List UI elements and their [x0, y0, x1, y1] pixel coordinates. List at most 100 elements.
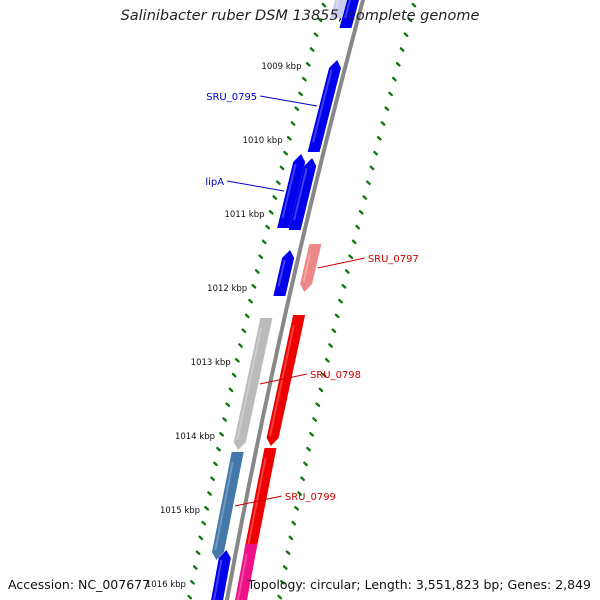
outer-tick — [277, 594, 283, 600]
inner-tick — [195, 550, 201, 555]
gene-arrow[interactable] — [288, 158, 317, 230]
gene-arrow-highlight — [334, 0, 340, 9]
outer-tick — [285, 550, 291, 555]
outer-tick — [411, 2, 417, 8]
inner-tick — [305, 62, 311, 67]
outer-tick — [351, 239, 357, 245]
outer-tick — [324, 358, 330, 363]
gene-arrow[interactable] — [207, 550, 231, 600]
inner-tick — [317, 17, 323, 23]
gene-arrow[interactable] — [330, 0, 350, 18]
kbp-label: 1010 kbp — [243, 136, 283, 146]
outer-tick — [312, 417, 318, 422]
gene-label-leader — [234, 495, 282, 507]
inner-tick — [275, 180, 281, 186]
outer-tick — [288, 535, 294, 541]
inner-tick — [210, 476, 215, 481]
outer-tick — [309, 432, 314, 437]
inner-tick — [309, 47, 315, 52]
kbp-label: 1016 kbp — [146, 580, 186, 590]
inner-tick — [313, 32, 319, 37]
outer-tick — [334, 313, 340, 319]
inner-tick — [213, 461, 218, 467]
inner-tick — [265, 224, 271, 230]
inner-tick — [286, 135, 292, 141]
gene-arrow[interactable] — [266, 315, 306, 446]
outer-tick — [291, 520, 297, 526]
inner-tick — [279, 165, 285, 171]
outer-tick — [369, 165, 375, 171]
inner-tick — [204, 506, 210, 511]
outer-tick — [373, 150, 379, 156]
gene-arrow-highlight — [312, 69, 333, 143]
outer-tick — [380, 121, 386, 126]
inner-tick — [187, 594, 193, 600]
gene-label-sru-0795[interactable]: SRU_0795 — [206, 92, 257, 103]
inner-tick — [251, 284, 257, 289]
gene-arrow[interactable] — [244, 448, 277, 558]
gene-arrow-highlight — [269, 324, 295, 437]
inner-tick — [244, 313, 250, 319]
outer-tick — [348, 254, 354, 259]
gene-label-sru-0797[interactable]: SRU_0797 — [368, 254, 419, 265]
outer-tick — [328, 343, 333, 348]
outer-tick — [362, 195, 368, 200]
gene-arrow[interactable] — [212, 452, 244, 560]
inner-tick — [238, 343, 243, 348]
map-title: Salinibacter ruber DSM 13855, complete g… — [120, 8, 480, 24]
gene-arrow[interactable] — [300, 244, 322, 292]
gene-arrow[interactable] — [277, 154, 306, 228]
gene-arrow[interactable] — [307, 60, 341, 152]
outer-tick — [282, 565, 288, 570]
inner-tick — [241, 328, 247, 333]
inner-tick — [216, 446, 221, 452]
inner-tick — [321, 2, 327, 8]
inner-tick — [228, 387, 234, 393]
inner-tick — [301, 76, 307, 82]
outer-tick — [300, 476, 305, 481]
gene-arrow-highlight — [281, 163, 297, 219]
gene-arrow[interactable] — [233, 544, 258, 600]
inner-tick — [290, 121, 296, 126]
inner-tick — [268, 209, 274, 215]
outer-tick — [365, 180, 371, 186]
gene-arrow-highlight — [293, 167, 308, 221]
inner-tick — [258, 254, 264, 259]
outer-tick — [294, 506, 300, 511]
outer-tick — [384, 106, 390, 112]
outer-tick — [303, 461, 308, 467]
outer-tick — [388, 91, 393, 97]
outer-tick — [315, 402, 321, 407]
outer-tick — [338, 298, 343, 304]
outer-tick — [376, 135, 382, 141]
gene-label-leader — [259, 373, 308, 385]
inner-tick — [294, 106, 300, 112]
inner-tick — [272, 195, 278, 200]
outer-tick — [358, 209, 364, 215]
outer-tick — [395, 62, 401, 67]
inner-tick — [190, 580, 195, 585]
outer-tick — [399, 47, 405, 52]
outer-tick — [331, 328, 337, 333]
gene-arrow[interactable] — [339, 0, 363, 28]
gene-arrow-highlight — [237, 553, 248, 600]
kbp-label: 1014 kbp — [175, 432, 215, 442]
gene-arrow[interactable] — [233, 318, 273, 450]
outer-tick — [321, 372, 327, 378]
gene-arrow-highlight — [344, 0, 352, 19]
gene-arrow[interactable] — [273, 250, 295, 296]
inner-tick — [234, 358, 240, 363]
inner-tick — [207, 491, 212, 496]
gene-label-sru-0798[interactable]: SRU_0798 — [310, 370, 361, 381]
outer-tick — [355, 224, 361, 230]
inner-tick — [198, 535, 204, 541]
kbp-label: 1012 kbp — [207, 284, 247, 294]
inner-tick — [261, 239, 267, 245]
gene-label-lipa[interactable]: lipA — [205, 177, 224, 188]
inner-tick — [222, 417, 228, 422]
outer-tick — [341, 284, 347, 289]
outer-tick — [297, 491, 302, 496]
inner-tick — [219, 432, 224, 437]
gene-label-sru-0799[interactable]: SRU_0799 — [285, 492, 336, 503]
